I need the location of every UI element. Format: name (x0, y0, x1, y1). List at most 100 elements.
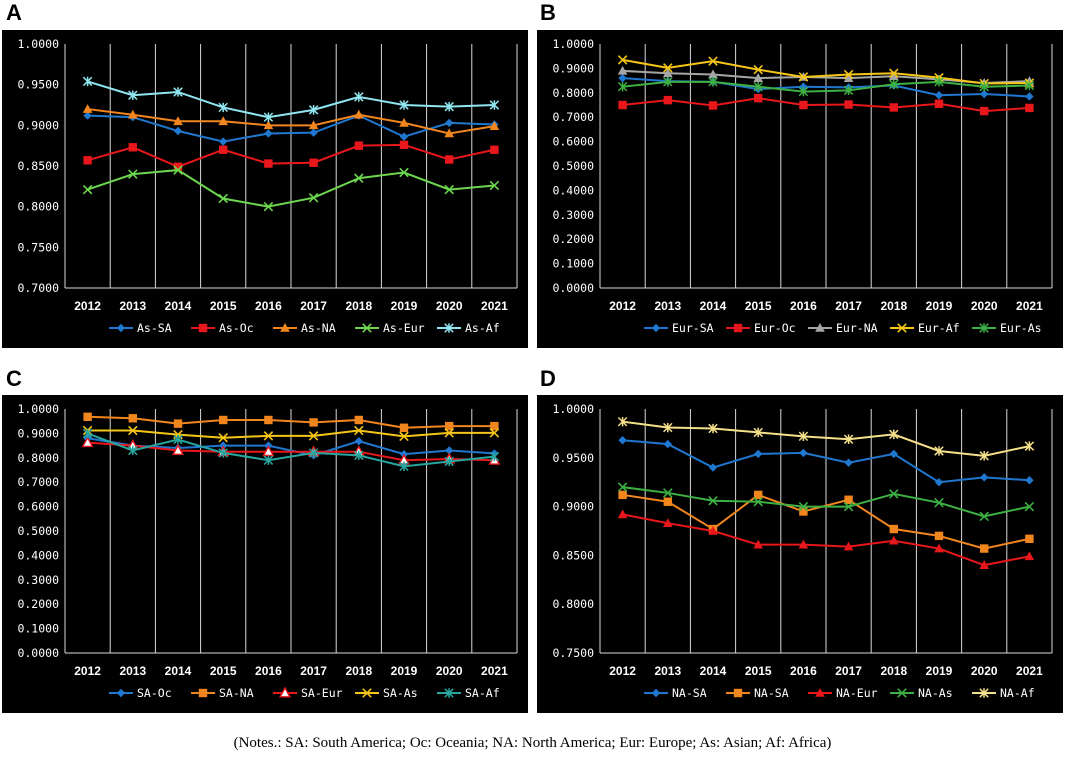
data-point (309, 128, 318, 137)
y-tick-label: 0.9000 (17, 118, 59, 132)
y-tick-label: 1.0000 (17, 402, 59, 416)
data-point (399, 100, 409, 110)
y-tick-label: 0.6000 (552, 135, 594, 149)
data-point (889, 429, 899, 440)
data-point (128, 445, 138, 456)
y-tick-label: 1.0000 (17, 37, 59, 51)
series-na-eur (617, 509, 1035, 569)
x-tick-label: 2015 (745, 299, 772, 313)
data-point (399, 423, 409, 432)
legend-marker (979, 323, 989, 333)
data-point (663, 518, 673, 527)
grid-lines (599, 44, 1053, 288)
legend-label: SA-Eur (301, 686, 343, 700)
x-tick-label: 2012 (609, 664, 636, 678)
data-point (934, 99, 944, 108)
data-point (843, 501, 854, 512)
data-point (1025, 92, 1034, 101)
data-point (82, 104, 93, 113)
chart-panel-d: 1.0000 0.9500 0.9000 0.8500 0.8000 0.7500 2012… (537, 395, 1063, 713)
series-eur-as (617, 77, 1035, 97)
data-point (81, 436, 94, 448)
x-axis: 2012 2013 2014 2015 2016 2017 2018 2019 2020 2021 (74, 299, 508, 313)
data-point (308, 105, 319, 115)
legend-marker (651, 323, 661, 333)
panel-letter-d: D (540, 366, 556, 391)
panel-letter-b: B (540, 0, 556, 25)
x-tick-label: 2015 (210, 299, 237, 313)
y-tick-label: 0.8000 (17, 451, 59, 465)
data-point (82, 428, 93, 439)
data-point (617, 55, 628, 65)
x-tick-label: 2019 (926, 664, 953, 678)
legend-label: Eur-Oc (754, 321, 796, 335)
data-point (444, 456, 454, 467)
x-tick-label: 2015 (745, 664, 772, 678)
data-point (490, 421, 499, 431)
legend-marker (198, 323, 208, 333)
series-line (622, 420, 1030, 457)
series-line (87, 429, 495, 439)
chart-panel-a: 1.0000 0.9500 0.9000 0.8500 0.8000 0.7500 0.70… (2, 30, 528, 348)
legend-marker (444, 323, 454, 333)
data-point (490, 145, 499, 154)
data-point (663, 95, 672, 105)
data-point (128, 90, 138, 100)
y-tick-label: 0.1000 (17, 622, 59, 636)
data-point (844, 495, 853, 504)
data-point (663, 439, 672, 449)
x-tick-label: 2020 (971, 664, 998, 678)
data-point (663, 488, 673, 498)
x-tick-label: 2012 (74, 664, 101, 678)
data-point (617, 509, 628, 519)
series-line (622, 80, 1030, 93)
x-tick-label: 2013 (119, 299, 146, 313)
data-point (799, 100, 808, 110)
series-line (87, 114, 495, 143)
data-point (753, 539, 763, 549)
y-tick-label: 0.5000 (17, 524, 59, 538)
data-point (82, 184, 93, 195)
data-point (1024, 551, 1035, 561)
chart-panel-b: 1.0000 0.9000 0.8000 0.7000 0.6000 0.5000 0.40… (537, 30, 1063, 348)
x-tick-label: 2021 (481, 299, 508, 313)
legend-label: As-Af (465, 321, 500, 335)
x-axis: 2012 2013 2014 2015 2016 2017 2018 2019 2020 2021 (609, 299, 1043, 313)
data-point (399, 461, 409, 472)
x-tick-label: 2020 (436, 664, 463, 678)
series-line (87, 108, 495, 135)
data-point (708, 101, 718, 110)
data-point (83, 412, 92, 422)
data-point (798, 501, 809, 512)
data-point (708, 463, 718, 472)
legend-label: Eur-As (1000, 321, 1042, 335)
data-point (844, 100, 853, 109)
data-point (1024, 80, 1035, 91)
data-point (708, 69, 718, 79)
data-point (354, 415, 363, 425)
legend-label: SA-NA (219, 686, 254, 700)
data-point (889, 449, 898, 459)
data-point (934, 543, 944, 553)
legend-label: As-Oc (219, 321, 254, 335)
data-point (843, 541, 854, 551)
data-point (618, 490, 627, 500)
data-point (263, 431, 274, 441)
data-point (399, 431, 409, 442)
x-tick-label: 2020 (971, 299, 998, 313)
y-tick-label: 1.0000 (552, 37, 594, 51)
data-point (354, 450, 364, 461)
x-tick-label: 2019 (391, 299, 418, 313)
data-point (934, 478, 944, 487)
legend-label: NA-Eur (836, 686, 878, 700)
series-line (622, 513, 1030, 567)
data-point (843, 69, 854, 80)
x-tick-label: 2017 (835, 664, 862, 678)
x-tick-label: 2018 (345, 299, 372, 313)
data-point (843, 434, 854, 444)
chart-panel-c: 1.0000 0.9000 0.8000 0.7000 0.6000 0.5000 0.40… (2, 395, 528, 713)
data-point (83, 156, 92, 165)
y-tick-label: 0.4000 (552, 183, 594, 197)
y-tick-label: 0.0000 (17, 646, 59, 660)
data-point (489, 428, 500, 438)
